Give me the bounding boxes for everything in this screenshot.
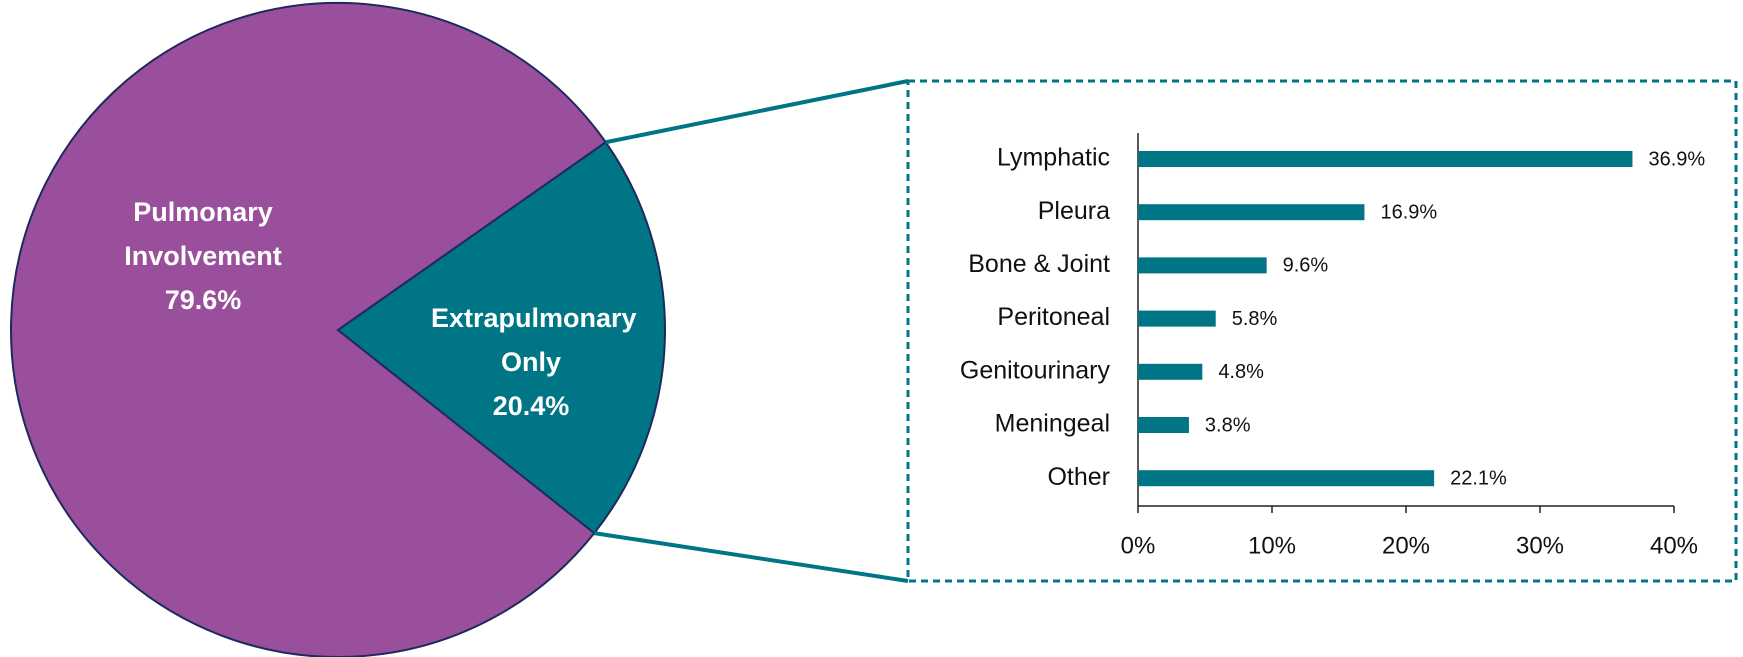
slice-value-label: 79.6% <box>164 285 242 315</box>
x-tick-label: 40% <box>1650 532 1698 559</box>
bar <box>1138 470 1435 487</box>
value-label: 4.8% <box>1218 361 1264 383</box>
bar <box>1138 204 1365 221</box>
zoom-box <box>906 79 1738 583</box>
value-label: 5.8% <box>1232 308 1278 330</box>
category-label: Lymphatic <box>997 144 1110 172</box>
slice-label: Pulmonary Involvement <box>124 197 282 271</box>
bar <box>1138 151 1633 167</box>
slice-label: Extrapulmonary Only <box>431 303 637 377</box>
category-label: Other <box>1047 463 1110 491</box>
connector <box>593 531 909 583</box>
category-label: Peritoneal <box>997 303 1110 331</box>
category-label: Bone & Joint <box>968 250 1110 278</box>
value-label: 36.9% <box>1648 148 1705 170</box>
value-label: 22.1% <box>1450 467 1507 489</box>
x-tick-label: 30% <box>1516 532 1564 559</box>
connector <box>605 79 909 145</box>
pie-slice <box>10 2 608 657</box>
value-label: 9.6% <box>1283 255 1329 277</box>
x-tick-label: 20% <box>1382 532 1430 559</box>
x-tick-label: 0% <box>1121 532 1156 559</box>
value-label: 3.8% <box>1205 414 1251 436</box>
category-label: Pleura <box>1038 197 1110 225</box>
bar <box>1138 417 1189 433</box>
bar <box>1138 363 1203 380</box>
category-label: Genitourinary <box>960 356 1111 384</box>
slice-value-label: 20.4% <box>492 391 570 421</box>
value-label: 16.9% <box>1380 201 1437 223</box>
bar <box>1138 257 1267 274</box>
category-label: Meningeal <box>995 410 1110 438</box>
x-tick-label: 10% <box>1248 532 1296 559</box>
pie-slice <box>336 140 666 535</box>
bar <box>1138 310 1216 327</box>
